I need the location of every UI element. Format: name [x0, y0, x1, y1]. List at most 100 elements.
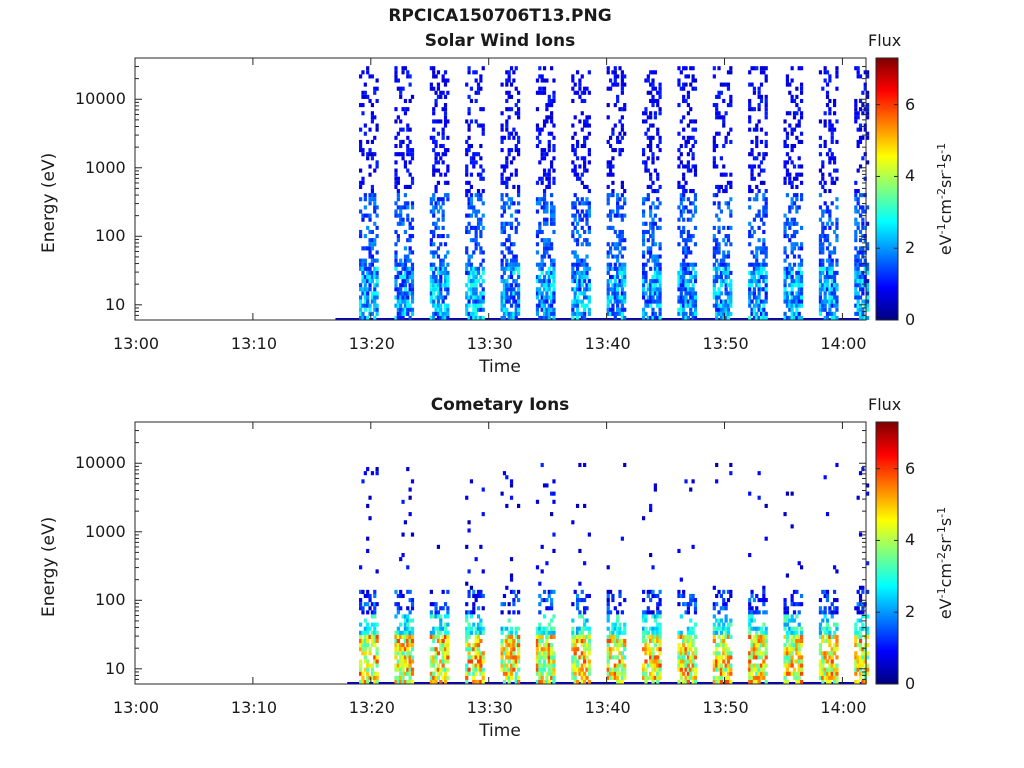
spectrogram-cell — [828, 107, 832, 112]
spectrogram-cell — [432, 311, 436, 316]
spectrogram-cell — [359, 663, 363, 668]
spectrogram-cell — [653, 483, 657, 488]
spectrogram-cell — [863, 315, 867, 320]
spectrogram-cell — [432, 107, 436, 112]
spectrogram-cell — [620, 283, 624, 288]
spectrogram-cell — [649, 135, 653, 140]
spectrogram-cell — [854, 229, 858, 235]
spectrogram-cell — [684, 295, 688, 300]
spectrogram-cell — [408, 315, 412, 320]
spectrogram-cell — [785, 291, 790, 296]
spectrogram-cell — [689, 618, 693, 623]
spectrogram-cell — [649, 291, 653, 296]
spectrogram-cell — [748, 270, 752, 275]
spectrogram-cell — [370, 193, 375, 198]
spectrogram-cell — [571, 647, 575, 652]
spectrogram-cell — [651, 156, 655, 161]
spectrogram-cell — [651, 189, 655, 194]
spectrogram-cell — [762, 602, 766, 607]
spectrogram-cell — [693, 634, 698, 639]
spectrogram-cell — [620, 217, 624, 222]
spectrogram-cell — [606, 270, 610, 275]
spectrogram-cell — [608, 225, 613, 230]
spectrogram-cell — [538, 74, 542, 79]
spectrogram-cell — [691, 66, 695, 71]
spectrogram-cell — [550, 618, 554, 623]
spectrogram-cell — [693, 295, 698, 300]
spectrogram-cell — [715, 94, 719, 99]
spectrogram-cell — [507, 295, 511, 300]
spectrogram-cell — [729, 663, 733, 668]
spectrogram-cell — [715, 655, 719, 660]
spectrogram-cell — [649, 507, 653, 513]
spectrogram-cell — [535, 209, 540, 214]
spectrogram-cell — [547, 184, 551, 189]
spectrogram-cell — [693, 303, 698, 308]
spectrogram-cell — [799, 655, 804, 660]
spectrogram-cell — [762, 638, 766, 644]
spectrogram-cell — [535, 242, 540, 247]
spectrogram-cell — [479, 250, 483, 255]
spectrogram-cell — [616, 139, 620, 144]
spectrogram-cell — [691, 315, 695, 320]
spectrogram-cell — [408, 139, 412, 144]
spectrogram-cell — [403, 164, 408, 169]
spectrogram-cell — [545, 152, 549, 157]
spectrogram-cell — [580, 634, 584, 639]
spectrogram-cell — [686, 250, 690, 255]
spectrogram-cell — [401, 156, 405, 161]
spectrogram-cell — [399, 152, 403, 157]
spectrogram-cell — [432, 66, 436, 71]
spectrogram-cell — [578, 299, 582, 304]
spectrogram-cell — [472, 667, 476, 672]
spectrogram-cell — [748, 634, 752, 639]
spectrogram-cell — [394, 168, 398, 173]
spectrogram-cell — [606, 634, 610, 639]
spectrogram-cell — [502, 266, 507, 271]
spectrogram-cell — [828, 287, 832, 292]
spectrogram-cell — [799, 283, 804, 288]
spectrogram-cell — [578, 581, 582, 586]
spectrogram-cell — [611, 626, 615, 631]
spectrogram-cell — [620, 74, 624, 79]
spectrogram-cell — [854, 119, 858, 124]
spectrogram-cell — [653, 663, 657, 668]
spectrogram-cell — [830, 315, 834, 320]
spectrogram-cell — [835, 234, 839, 239]
spectrogram-cell — [467, 107, 471, 112]
spectrogram-cell — [679, 184, 683, 189]
spectrogram-cell — [509, 479, 514, 484]
spectrogram-cell — [759, 311, 764, 316]
spectrogram-cell — [368, 307, 372, 312]
spectrogram-cell — [835, 86, 839, 91]
spectrogram-cell — [542, 168, 547, 173]
spectrogram-cell — [465, 643, 469, 648]
spectrogram-cell — [500, 164, 504, 169]
spectrogram-cell — [679, 303, 683, 308]
spectrogram-cell — [443, 148, 448, 153]
spectrogram-cell — [443, 115, 448, 120]
spectrogram-cell — [854, 180, 858, 185]
spectrogram-cell — [443, 193, 448, 198]
spectrogram-cell — [783, 512, 787, 517]
spectrogram-cell — [396, 643, 400, 648]
spectrogram-cell — [726, 634, 731, 639]
spectrogram-cell — [832, 274, 837, 280]
spectrogram-cell — [571, 262, 575, 267]
spectrogram-cell — [750, 164, 754, 169]
spectrogram-cell — [762, 311, 766, 316]
spectrogram-cell — [432, 254, 436, 259]
spectrogram-cell — [651, 593, 655, 599]
spectrogram-cell — [613, 626, 617, 631]
spectrogram-cell — [861, 205, 865, 210]
spectrogram-cell — [755, 630, 759, 635]
spectrogram-cell — [467, 622, 471, 627]
spectrogram-cell — [587, 593, 591, 599]
spectrogram-cell — [653, 311, 657, 316]
spectrogram-cell — [682, 172, 686, 177]
spectrogram-cell — [403, 184, 408, 189]
spectrogram-cell — [434, 139, 438, 144]
spectrogram-cell — [571, 205, 575, 210]
spectrogram-cell — [861, 279, 865, 284]
spectrogram-cell — [500, 180, 504, 185]
